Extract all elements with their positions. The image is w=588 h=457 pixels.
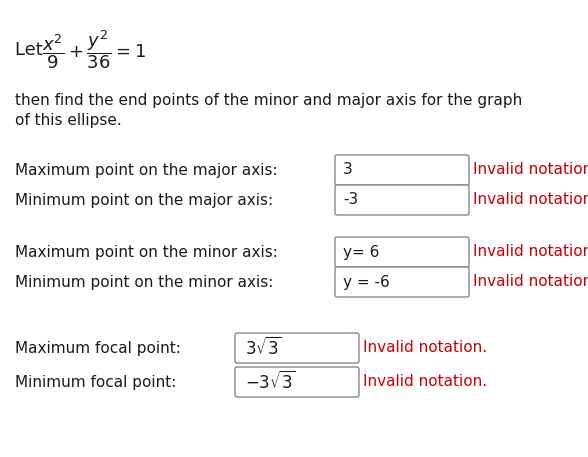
Text: Maximum focal point:: Maximum focal point: — [15, 340, 181, 356]
Text: Let: Let — [15, 41, 48, 59]
Text: y= 6: y= 6 — [343, 244, 379, 260]
Text: Invalid notation.: Invalid notation. — [473, 163, 588, 177]
FancyBboxPatch shape — [235, 367, 359, 397]
Text: Maximum point on the major axis:: Maximum point on the major axis: — [15, 163, 278, 177]
Text: Invalid notation.: Invalid notation. — [473, 192, 588, 207]
FancyBboxPatch shape — [335, 185, 469, 215]
Text: Minimum point on the minor axis:: Minimum point on the minor axis: — [15, 275, 273, 289]
Text: Minimum focal point:: Minimum focal point: — [15, 374, 176, 389]
Text: Invalid notation.: Invalid notation. — [473, 275, 588, 289]
Text: then find the end points of the minor and major axis for the graph: then find the end points of the minor an… — [15, 92, 522, 107]
Text: 3: 3 — [343, 163, 353, 177]
Text: y = -6: y = -6 — [343, 275, 390, 289]
Text: $-3\sqrt{3}$: $-3\sqrt{3}$ — [245, 371, 296, 393]
Text: Invalid notation.: Invalid notation. — [363, 374, 487, 389]
Text: Maximum point on the minor axis:: Maximum point on the minor axis: — [15, 244, 278, 260]
Text: Invalid notation.: Invalid notation. — [363, 340, 487, 356]
Text: of this ellipse.: of this ellipse. — [15, 112, 122, 128]
FancyBboxPatch shape — [335, 267, 469, 297]
FancyBboxPatch shape — [335, 155, 469, 185]
Text: -3: -3 — [343, 192, 358, 207]
FancyBboxPatch shape — [335, 237, 469, 267]
FancyBboxPatch shape — [235, 333, 359, 363]
Text: $3\sqrt{3}$: $3\sqrt{3}$ — [245, 337, 282, 359]
Text: Invalid notation.: Invalid notation. — [473, 244, 588, 260]
Text: Minimum point on the major axis:: Minimum point on the major axis: — [15, 192, 273, 207]
Text: $\dfrac{x^2}{9} + \dfrac{y^2}{36} = 1$: $\dfrac{x^2}{9} + \dfrac{y^2}{36} = 1$ — [42, 29, 146, 71]
